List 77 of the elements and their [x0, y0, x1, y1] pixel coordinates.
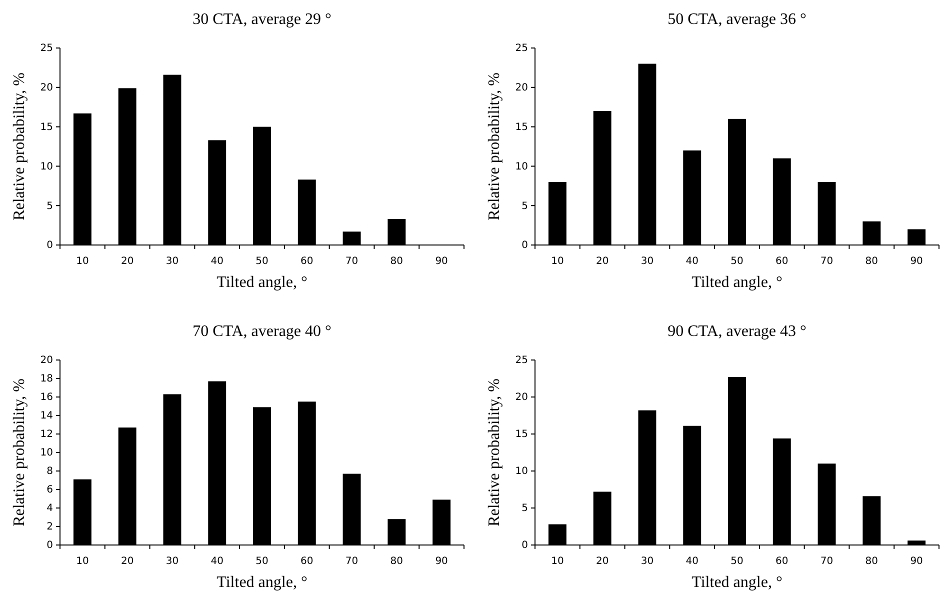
y-tick-label: 10: [40, 161, 53, 172]
x-tick-label: 60: [776, 256, 788, 268]
x-tick-label: 80: [390, 256, 404, 268]
y-tick-label: 8: [46, 466, 53, 478]
y-tick-label: 10: [515, 161, 528, 172]
x-tick-label: 90: [910, 256, 923, 268]
x-tick-label: 80: [390, 556, 404, 568]
x-tick-label: 40: [686, 256, 698, 268]
y-tick-label: 15: [40, 122, 53, 133]
y-tick-label: 10: [40, 448, 53, 459]
x-tick-label: 70: [345, 256, 358, 268]
y-tick-label: 0: [522, 540, 528, 552]
y-tick-label: 20: [515, 82, 528, 94]
x-tick-label: 10: [551, 556, 564, 568]
y-tick-label: 25: [40, 43, 53, 54]
chart-title: 30 CTA, average 29 °: [192, 11, 332, 28]
y-tick-label: 15: [515, 429, 528, 440]
y-tick-label: 20: [515, 392, 528, 404]
x-axis-title: Tilted angle, °: [216, 274, 308, 291]
y-tick-label: 5: [46, 200, 53, 212]
y-axis-title: Relative probability, %: [486, 378, 503, 526]
x-tick-label: 50: [256, 556, 268, 568]
y-tick-label: 18: [40, 374, 53, 385]
x-tick-label: 60: [300, 256, 314, 268]
x-tick-label: 50: [730, 556, 744, 568]
x-tick-label: 30: [640, 556, 654, 568]
x-tick-label: 20: [596, 556, 609, 568]
y-tick-label: 25: [515, 43, 528, 54]
x-tick-label: 30: [166, 256, 179, 268]
y-axis-title: Relative probability, %: [11, 72, 28, 220]
y-axis-title: Relative probability, %: [11, 378, 28, 526]
y-tick-label: 14: [40, 410, 53, 422]
chart-title: 70 CTA, average 40 °: [192, 323, 332, 340]
x-tick-label: 10: [76, 556, 89, 568]
y-tick-label: 5: [522, 200, 528, 212]
y-tick-label: 2: [46, 522, 53, 533]
x-tick-label: 90: [435, 256, 448, 268]
x-tick-label: 20: [120, 556, 134, 568]
x-tick-label: 80: [865, 556, 878, 568]
x-tick-label: 10: [76, 256, 89, 268]
x-tick-label: 80: [865, 256, 878, 268]
x-tick-label: 90: [910, 556, 923, 568]
x-tick-label: 90: [435, 556, 448, 568]
x-axis-title: Tilted angle, °: [692, 274, 782, 291]
x-tick-label: 70: [820, 256, 834, 268]
x-tick-label: 10: [551, 256, 564, 268]
y-tick-label: 5: [522, 503, 528, 514]
y-tick-label: 15: [515, 122, 528, 133]
x-axis-title: Tilted angle, °: [216, 574, 308, 591]
x-tick-label: 50: [256, 256, 268, 268]
x-tick-label: 60: [300, 556, 314, 568]
y-tick-label: 4: [46, 503, 53, 514]
y-tick-label: 25: [515, 355, 528, 366]
y-axis-title: Relative probability, %: [486, 72, 503, 220]
y-tick-label: 12: [40, 429, 53, 440]
x-tick-label: 30: [640, 256, 654, 268]
y-tick-label: 6: [46, 484, 53, 496]
x-tick-label: 40: [210, 556, 224, 568]
x-tick-label: 60: [776, 556, 788, 568]
x-tick-label: 20: [120, 256, 134, 268]
chart-title: 50 CTA, average 36 °: [668, 11, 806, 28]
y-tick-label: 0: [522, 240, 528, 252]
x-tick-label: 30: [166, 556, 179, 568]
x-tick-label: 70: [345, 556, 358, 568]
y-tick-label: 20: [40, 355, 53, 366]
x-tick-label: 40: [210, 256, 224, 268]
x-tick-label: 20: [596, 256, 609, 268]
y-tick-label: 10: [515, 466, 528, 478]
x-axis-title: Tilted angle, °: [692, 574, 782, 591]
y-tick-label: 20: [40, 82, 53, 94]
chart-title: 90 CTA, average 43 °: [668, 323, 806, 340]
x-tick-label: 50: [730, 256, 744, 268]
x-tick-label: 70: [820, 556, 834, 568]
x-tick-label: 40: [686, 556, 698, 568]
y-tick-label: 0: [46, 240, 53, 252]
y-tick-label: 16: [40, 392, 53, 404]
y-tick-label: 0: [46, 540, 53, 552]
